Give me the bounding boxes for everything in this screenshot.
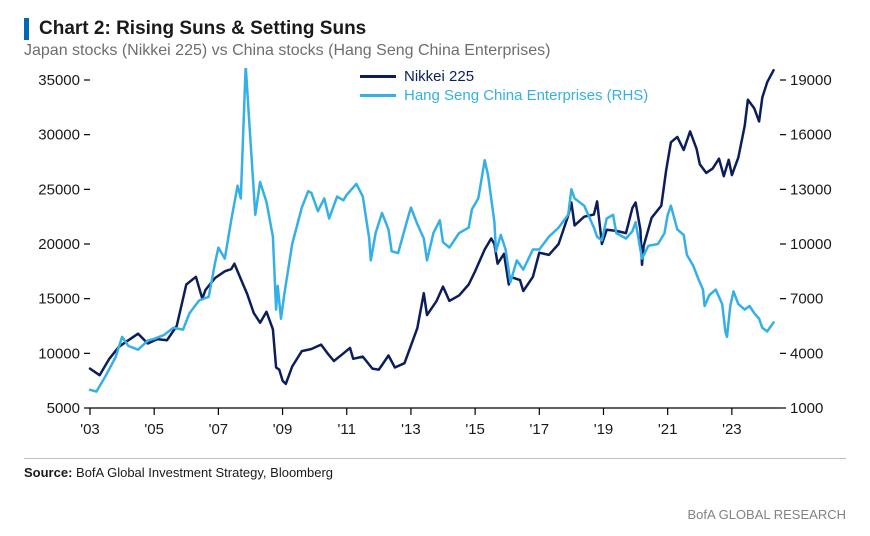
svg-text:1000: 1000 xyxy=(790,400,823,417)
svg-text:'11: '11 xyxy=(338,421,356,438)
svg-text:10000: 10000 xyxy=(790,236,832,253)
svg-text:5000: 5000 xyxy=(47,400,80,417)
legend-label: Hang Seng China Enterprises (RHS) xyxy=(404,87,648,104)
line-chart: '03 '05 '07 '09 '11 '13 '15 '17 '19 '21 '23 5000 100… xyxy=(24,68,846,448)
svg-text:'03: '03 xyxy=(80,421,100,438)
legend-swatch xyxy=(360,94,396,97)
svg-text:7000: 7000 xyxy=(790,291,823,308)
source-label: Source: xyxy=(24,465,72,480)
svg-text:35000: 35000 xyxy=(38,72,80,89)
svg-text:'09: '09 xyxy=(273,421,293,438)
svg-text:25000: 25000 xyxy=(38,181,80,198)
svg-text:20000: 20000 xyxy=(38,236,80,253)
legend-swatch xyxy=(360,75,396,78)
svg-text:'15: '15 xyxy=(465,421,485,438)
svg-text:'19: '19 xyxy=(594,421,614,438)
title-row: Chart 2: Rising Suns & Setting Suns xyxy=(24,18,846,40)
chart-area: '03 '05 '07 '09 '11 '13 '15 '17 '19 '21 '23 5000 100… xyxy=(24,68,846,448)
chart-title: Chart 2: Rising Suns & Setting Suns xyxy=(39,18,366,40)
svg-text:'17: '17 xyxy=(530,421,550,438)
svg-text:13000: 13000 xyxy=(790,181,832,198)
svg-text:15000: 15000 xyxy=(38,291,80,308)
chart-legend: Nikkei 225 Hang Seng China Enterprises (R… xyxy=(360,68,648,104)
svg-text:30000: 30000 xyxy=(38,127,80,144)
chart-header: Chart 2: Rising Suns & Setting Suns Japa… xyxy=(24,18,846,60)
svg-text:'23: '23 xyxy=(722,421,742,438)
legend-item: Hang Seng China Enterprises (RHS) xyxy=(360,87,648,104)
svg-text:10000: 10000 xyxy=(38,345,80,362)
svg-text:'21: '21 xyxy=(658,421,678,438)
legend-item: Nikkei 225 xyxy=(360,68,648,85)
source-row: Source: BofA Global Investment Strategy,… xyxy=(24,458,846,480)
svg-text:4000: 4000 xyxy=(790,345,823,362)
svg-text:'05: '05 xyxy=(144,421,164,438)
attribution-text: BofA GLOBAL RESEARCH xyxy=(688,507,846,522)
svg-text:'07: '07 xyxy=(209,421,229,438)
legend-label: Nikkei 225 xyxy=(404,68,474,85)
svg-text:16000: 16000 xyxy=(790,127,832,144)
svg-text:19000: 19000 xyxy=(790,72,832,89)
chart-subtitle: Japan stocks (Nikkei 225) vs China stock… xyxy=(24,42,846,60)
source-rule xyxy=(24,458,846,459)
title-accent-bar xyxy=(24,18,29,40)
svg-text:'13: '13 xyxy=(401,421,421,438)
source-text: BofA Global Investment Strategy, Bloombe… xyxy=(72,465,333,480)
